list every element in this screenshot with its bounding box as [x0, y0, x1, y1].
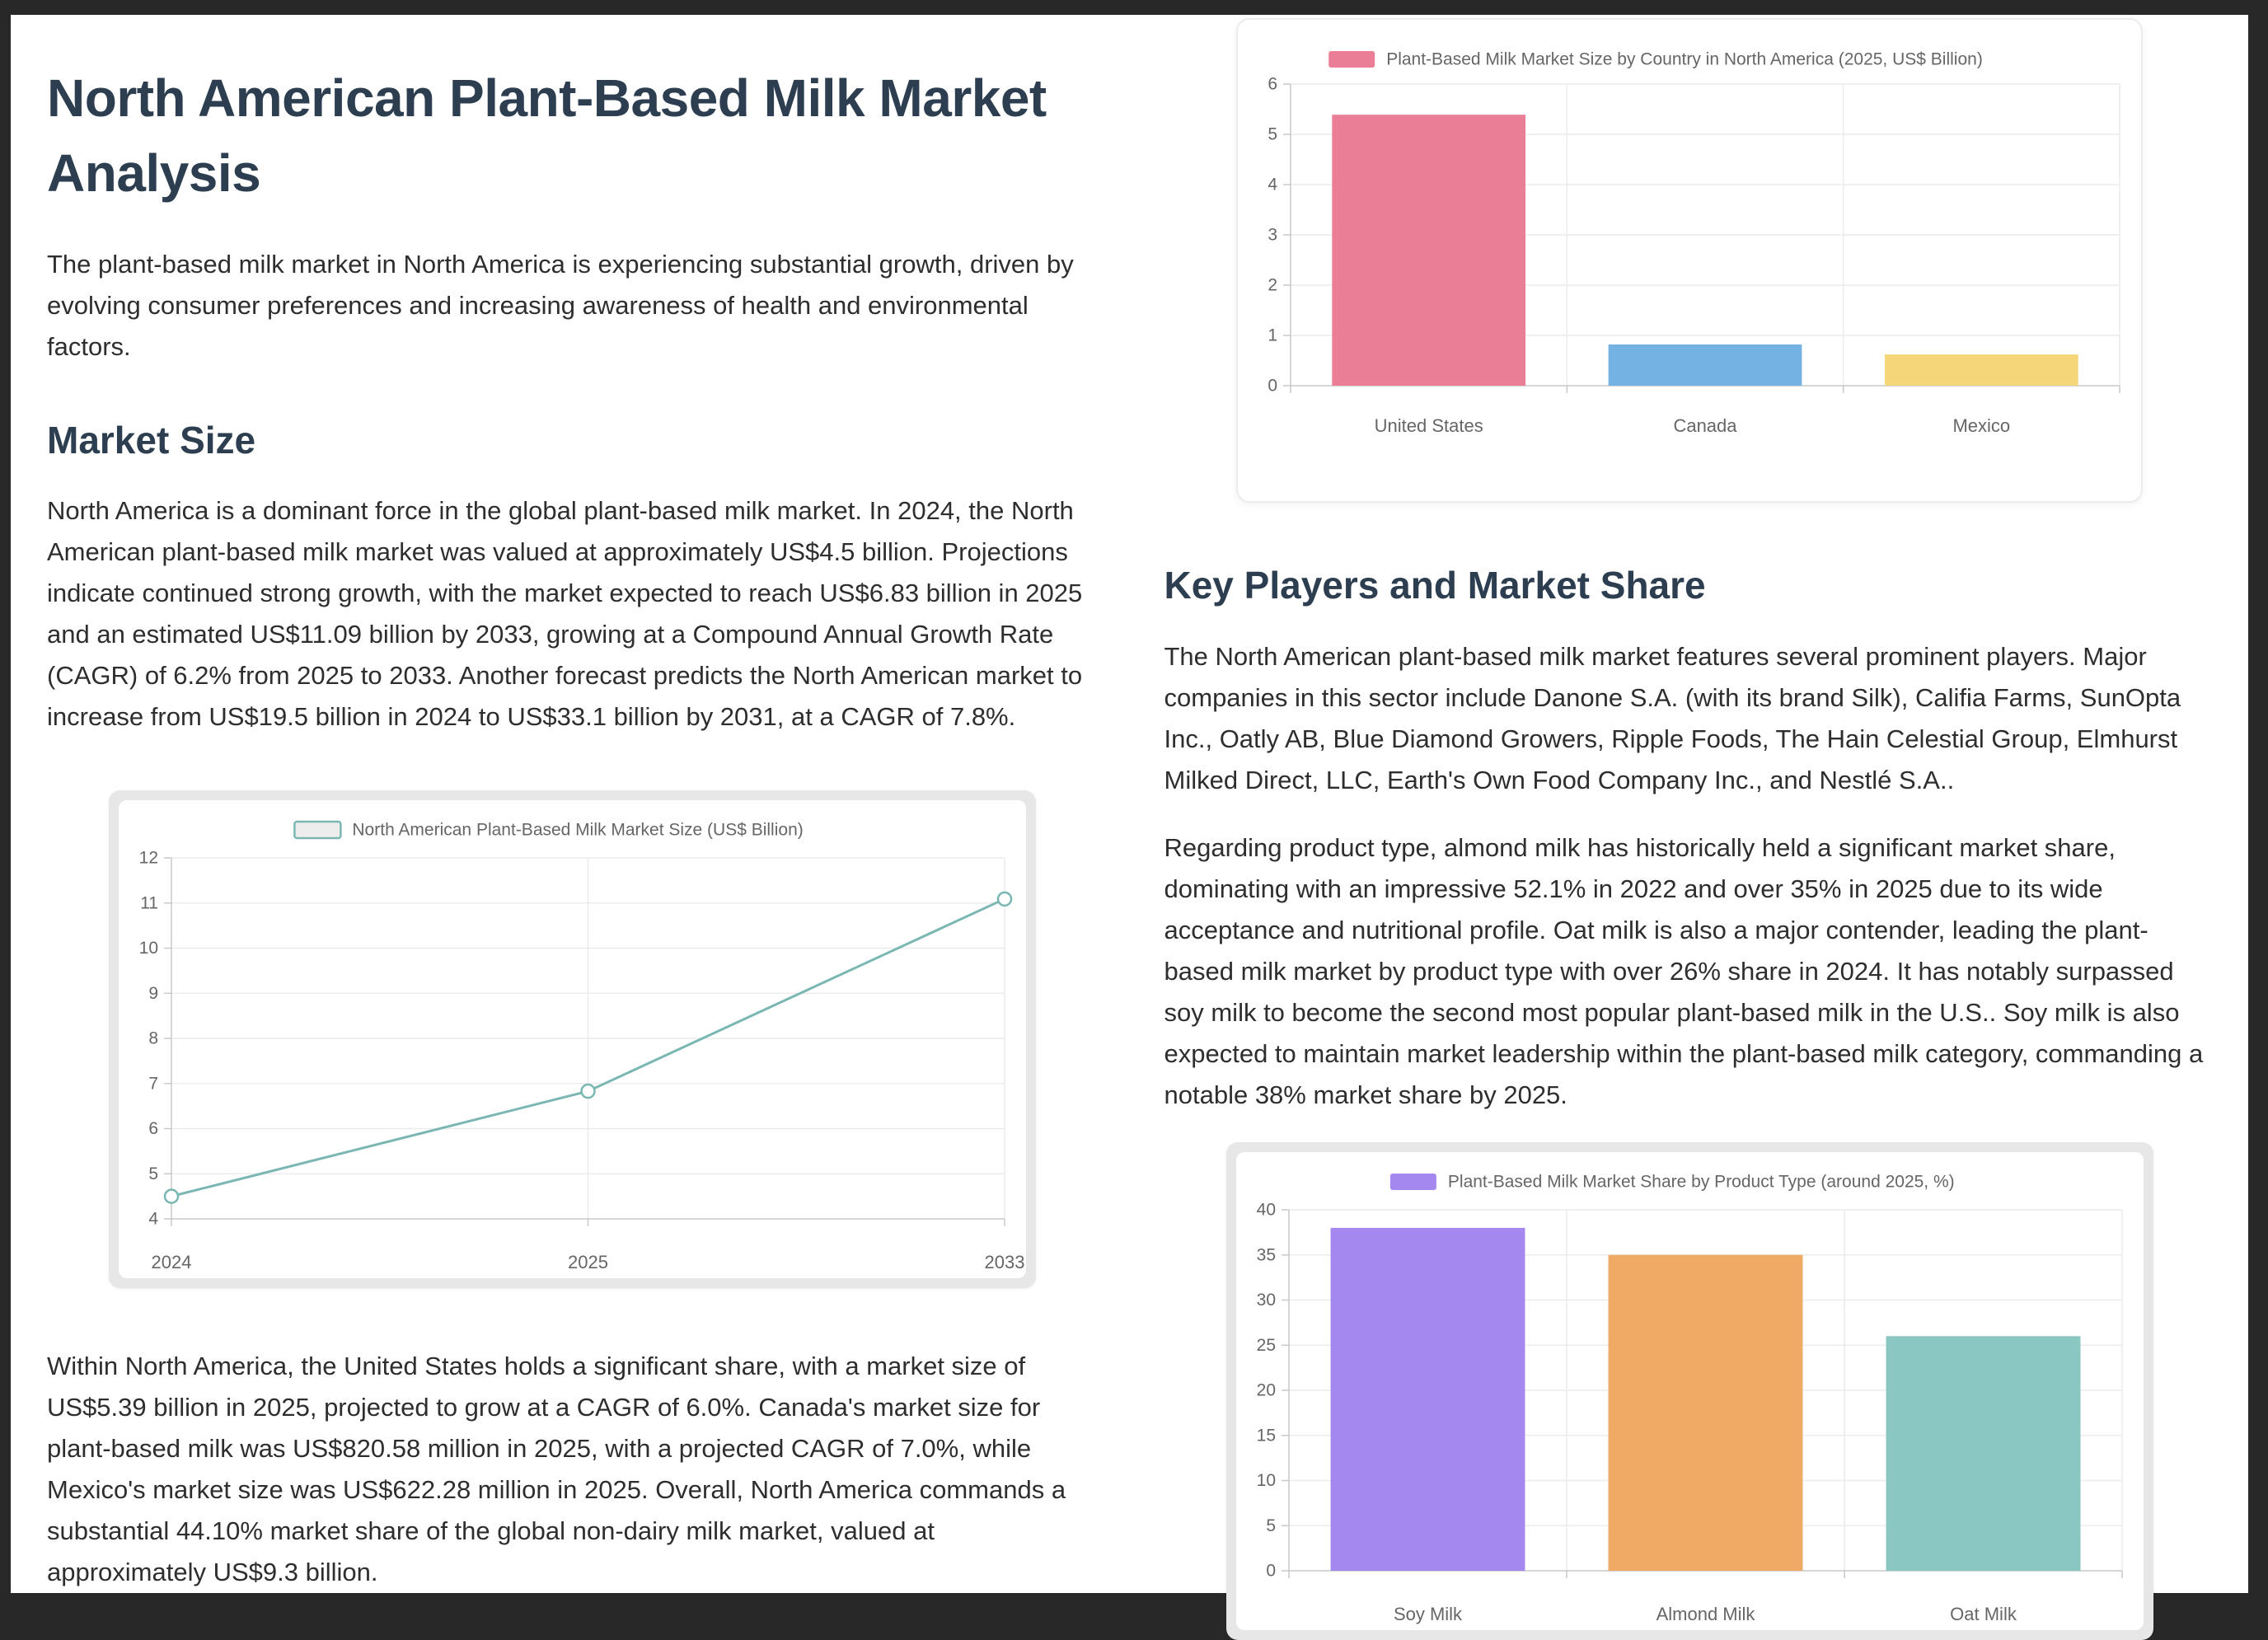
data-point-2033: [997, 891, 1013, 907]
legend-label: Plant-Based Milk Market Size by Country …: [1386, 50, 1983, 69]
y-tick-label: 11: [140, 894, 158, 913]
key-players-paragraph-1: The North American plant-based milk mark…: [1164, 641, 2181, 794]
x-axis-label: United States: [1375, 415, 1483, 436]
y-tick-label: 10: [139, 939, 158, 958]
y-tick-label: 0: [1268, 377, 1278, 396]
bar-soy-milk: [1330, 1227, 1525, 1571]
y-tick-label: 1: [1268, 326, 1278, 345]
chart-legend: Plant-Based Milk Market Share by Product…: [1389, 1172, 1955, 1191]
report-document: North American Plant-Based Milk Market A…: [11, 15, 2248, 1640]
y-tick-label: 15: [1256, 1426, 1275, 1445]
x-axis-label: 2033: [985, 1252, 1025, 1272]
x-axis-label: Mexico: [1953, 415, 2011, 436]
market-size-heading: Market Size: [47, 418, 256, 462]
left-column: North American Plant-Based Milk Market A…: [47, 15, 1099, 1640]
legend-swatch: [1328, 51, 1375, 68]
y-tick-label: 35: [1256, 1245, 1275, 1264]
market-size-paragraph-2: Within North America, the United States …: [47, 1352, 1066, 1587]
product-share-bar-chart-svg: 0 5 10 15 20 25 30 35 40 Soy Milk Almond Milk Oat M…: [1256, 1172, 2123, 1624]
product-share-bar-chart: 0 5 10 15 20 25 30 35 40 Soy Milk Almond Milk Oat M…: [1235, 1151, 2144, 1630]
market-size-line-chart: 4 5 6 7 8 9 10 11 12 2024 2025 2033 North American P…: [119, 800, 1027, 1279]
y-tick-label: 6: [149, 1119, 159, 1138]
country-bar-chart-figure: 0 1 2 3 4 5 6 United States Canada Mexico Plant-Ba…: [1236, 18, 2144, 503]
y-tick-label: 4: [1268, 176, 1278, 194]
legend-label: North American Plant-Based Milk Market S…: [353, 821, 804, 840]
page-title: North American Plant-Based Milk Market A…: [47, 68, 1047, 203]
legend-label: Plant-Based Milk Market Share by Product…: [1448, 1172, 1955, 1191]
market-size-line-chart-svg: 4 5 6 7 8 9 10 11 12 2024 2025 2033 North American P…: [139, 821, 1025, 1273]
x-axis-label: Oat Milk: [1950, 1604, 2017, 1624]
data-point-2024: [164, 1188, 180, 1205]
bar-united-states: [1332, 115, 1526, 386]
data-point-2025: [580, 1084, 596, 1099]
right-column: 0 1 2 3 4 5 6 United States Canada Mexico Plant-Ba…: [1164, 15, 2216, 1640]
country-bar-chart-svg: 0 1 2 3 4 5 6 United States Canada Mexico Plant-Ba…: [1268, 50, 2120, 436]
y-tick-label: 6: [1268, 75, 1278, 94]
y-tick-label: 25: [1256, 1335, 1275, 1354]
x-axis-label: Soy Milk: [1394, 1604, 1463, 1624]
intro-paragraph: The plant-based milk market in North Ame…: [47, 249, 1074, 361]
x-axis-label: Almond Milk: [1656, 1604, 1755, 1624]
x-axis-label: 2025: [568, 1252, 608, 1272]
chart-legend: Plant-Based Milk Market Size by Country …: [1328, 50, 1983, 69]
y-tick-label: 8: [149, 1029, 159, 1048]
key-players-paragraph-2: Regarding product type, almond milk has …: [1164, 832, 2204, 1109]
y-tick-label: 4: [149, 1210, 159, 1229]
y-tick-label: 20: [1256, 1380, 1275, 1399]
product-share-bar-chart-figure: 0 5 10 15 20 25 30 35 40 Soy Milk Almond Milk Oat M…: [1225, 1141, 2153, 1640]
y-tick-label: 3: [1268, 226, 1278, 245]
y-tick-label: 5: [1266, 1516, 1276, 1535]
y-tick-label: 5: [1268, 125, 1278, 144]
y-tick-label: 2: [1268, 276, 1278, 295]
y-tick-label: 30: [1256, 1291, 1275, 1310]
x-axis-label: 2024: [152, 1252, 192, 1272]
bar-oat-milk: [1886, 1335, 2081, 1571]
x-axis-label: Canada: [1674, 415, 1738, 436]
y-tick-label: 40: [1256, 1200, 1275, 1219]
bar-canada: [1608, 344, 1802, 386]
y-tick-label: 0: [1266, 1561, 1276, 1580]
key-players-heading: Key Players and Market Share: [1164, 564, 1706, 607]
bar-almond-milk: [1608, 1254, 1803, 1571]
market-size-line-chart-figure: 4 5 6 7 8 9 10 11 12 2024 2025 2033 North American P…: [109, 790, 1037, 1289]
bar-mexico: [1885, 354, 2078, 386]
chart-legend: North American Plant-Based Milk Market S…: [293, 821, 804, 840]
y-tick-label: 5: [149, 1164, 159, 1183]
y-tick-label: 12: [139, 849, 158, 868]
legend-swatch: [1389, 1173, 1436, 1190]
y-tick-label: 7: [149, 1075, 159, 1094]
legend-swatch: [293, 821, 342, 840]
y-tick-label: 10: [1256, 1471, 1275, 1490]
y-tick-label: 9: [149, 984, 159, 1003]
market-size-paragraph-1: North America is a dominant force in the…: [47, 496, 1083, 732]
